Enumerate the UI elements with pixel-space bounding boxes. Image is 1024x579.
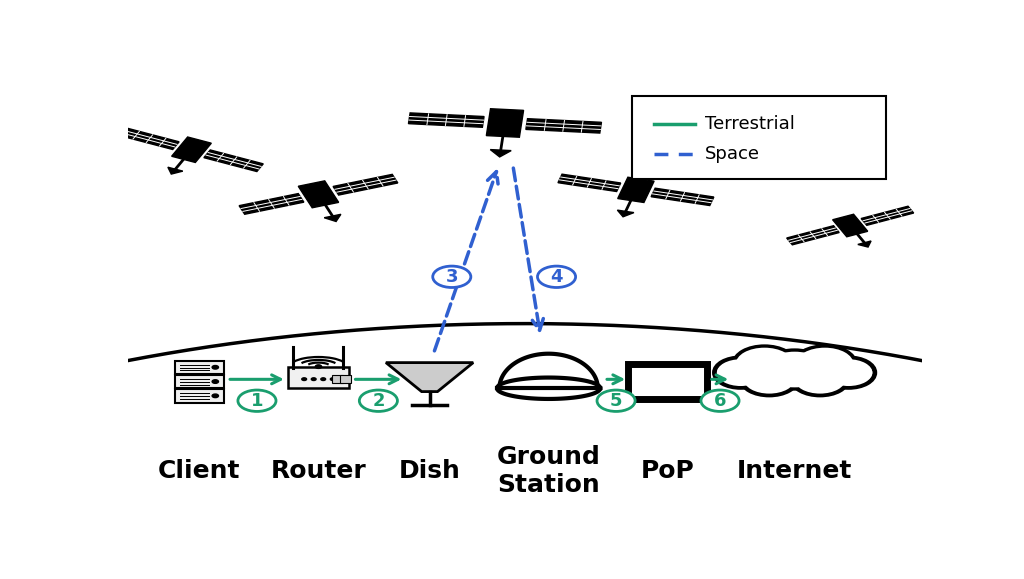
Polygon shape: [120, 128, 179, 149]
Circle shape: [212, 365, 218, 369]
Polygon shape: [558, 174, 621, 192]
Polygon shape: [861, 206, 913, 225]
FancyBboxPatch shape: [629, 364, 707, 399]
Polygon shape: [386, 362, 473, 391]
Text: Dish: Dish: [398, 459, 461, 483]
Circle shape: [763, 351, 826, 387]
Circle shape: [743, 365, 795, 394]
FancyBboxPatch shape: [632, 96, 886, 179]
Polygon shape: [526, 119, 601, 133]
Polygon shape: [298, 181, 339, 208]
Polygon shape: [325, 214, 341, 222]
Polygon shape: [409, 113, 484, 127]
Polygon shape: [172, 137, 211, 163]
Circle shape: [822, 358, 874, 387]
Circle shape: [715, 358, 767, 387]
Circle shape: [597, 390, 635, 412]
FancyBboxPatch shape: [175, 375, 224, 389]
Polygon shape: [833, 214, 867, 237]
Circle shape: [736, 347, 793, 380]
Text: Client: Client: [158, 459, 241, 483]
FancyBboxPatch shape: [175, 361, 224, 374]
Polygon shape: [858, 241, 871, 247]
Polygon shape: [486, 109, 523, 137]
Polygon shape: [500, 354, 598, 389]
Circle shape: [538, 266, 575, 288]
Polygon shape: [497, 378, 600, 399]
Circle shape: [717, 359, 765, 386]
Circle shape: [302, 378, 306, 380]
Text: 6: 6: [714, 392, 726, 410]
Text: PoP: PoP: [641, 459, 694, 483]
Circle shape: [795, 365, 846, 394]
Circle shape: [797, 347, 853, 380]
Circle shape: [824, 359, 872, 386]
Polygon shape: [651, 188, 714, 206]
Polygon shape: [168, 167, 183, 174]
Circle shape: [212, 394, 218, 398]
Text: 5: 5: [610, 392, 623, 410]
FancyBboxPatch shape: [175, 389, 224, 402]
Text: 4: 4: [550, 268, 563, 286]
Polygon shape: [786, 226, 840, 245]
Circle shape: [359, 390, 397, 412]
Text: 2: 2: [372, 392, 385, 410]
Circle shape: [795, 347, 855, 380]
Circle shape: [701, 390, 739, 412]
Circle shape: [238, 390, 276, 412]
Text: 3: 3: [445, 268, 458, 286]
Polygon shape: [240, 193, 304, 214]
Circle shape: [734, 347, 795, 380]
Circle shape: [793, 364, 848, 395]
Text: Router: Router: [270, 459, 367, 483]
Circle shape: [331, 378, 335, 380]
FancyBboxPatch shape: [340, 375, 351, 383]
Polygon shape: [333, 174, 397, 195]
Polygon shape: [617, 177, 654, 203]
Circle shape: [741, 364, 797, 395]
Text: Terrestrial: Terrestrial: [705, 115, 795, 133]
Circle shape: [761, 351, 828, 389]
Circle shape: [315, 365, 322, 368]
Text: Space: Space: [705, 145, 760, 163]
Circle shape: [311, 378, 316, 380]
Circle shape: [321, 378, 326, 380]
Circle shape: [212, 380, 218, 383]
FancyBboxPatch shape: [288, 367, 349, 388]
FancyBboxPatch shape: [332, 375, 343, 383]
Circle shape: [433, 266, 471, 288]
Polygon shape: [617, 210, 634, 217]
Text: 1: 1: [251, 392, 263, 410]
Text: Ground
Station: Ground Station: [497, 445, 600, 497]
Polygon shape: [490, 149, 511, 157]
Text: Internet: Internet: [737, 459, 852, 483]
Polygon shape: [204, 150, 263, 171]
